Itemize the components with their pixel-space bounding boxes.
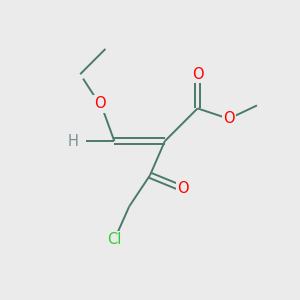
Text: O: O	[94, 96, 105, 111]
Text: O: O	[223, 111, 235, 126]
Text: O: O	[192, 67, 203, 82]
Text: Cl: Cl	[107, 232, 122, 247]
Text: H: H	[68, 134, 79, 148]
Text: O: O	[177, 181, 188, 196]
